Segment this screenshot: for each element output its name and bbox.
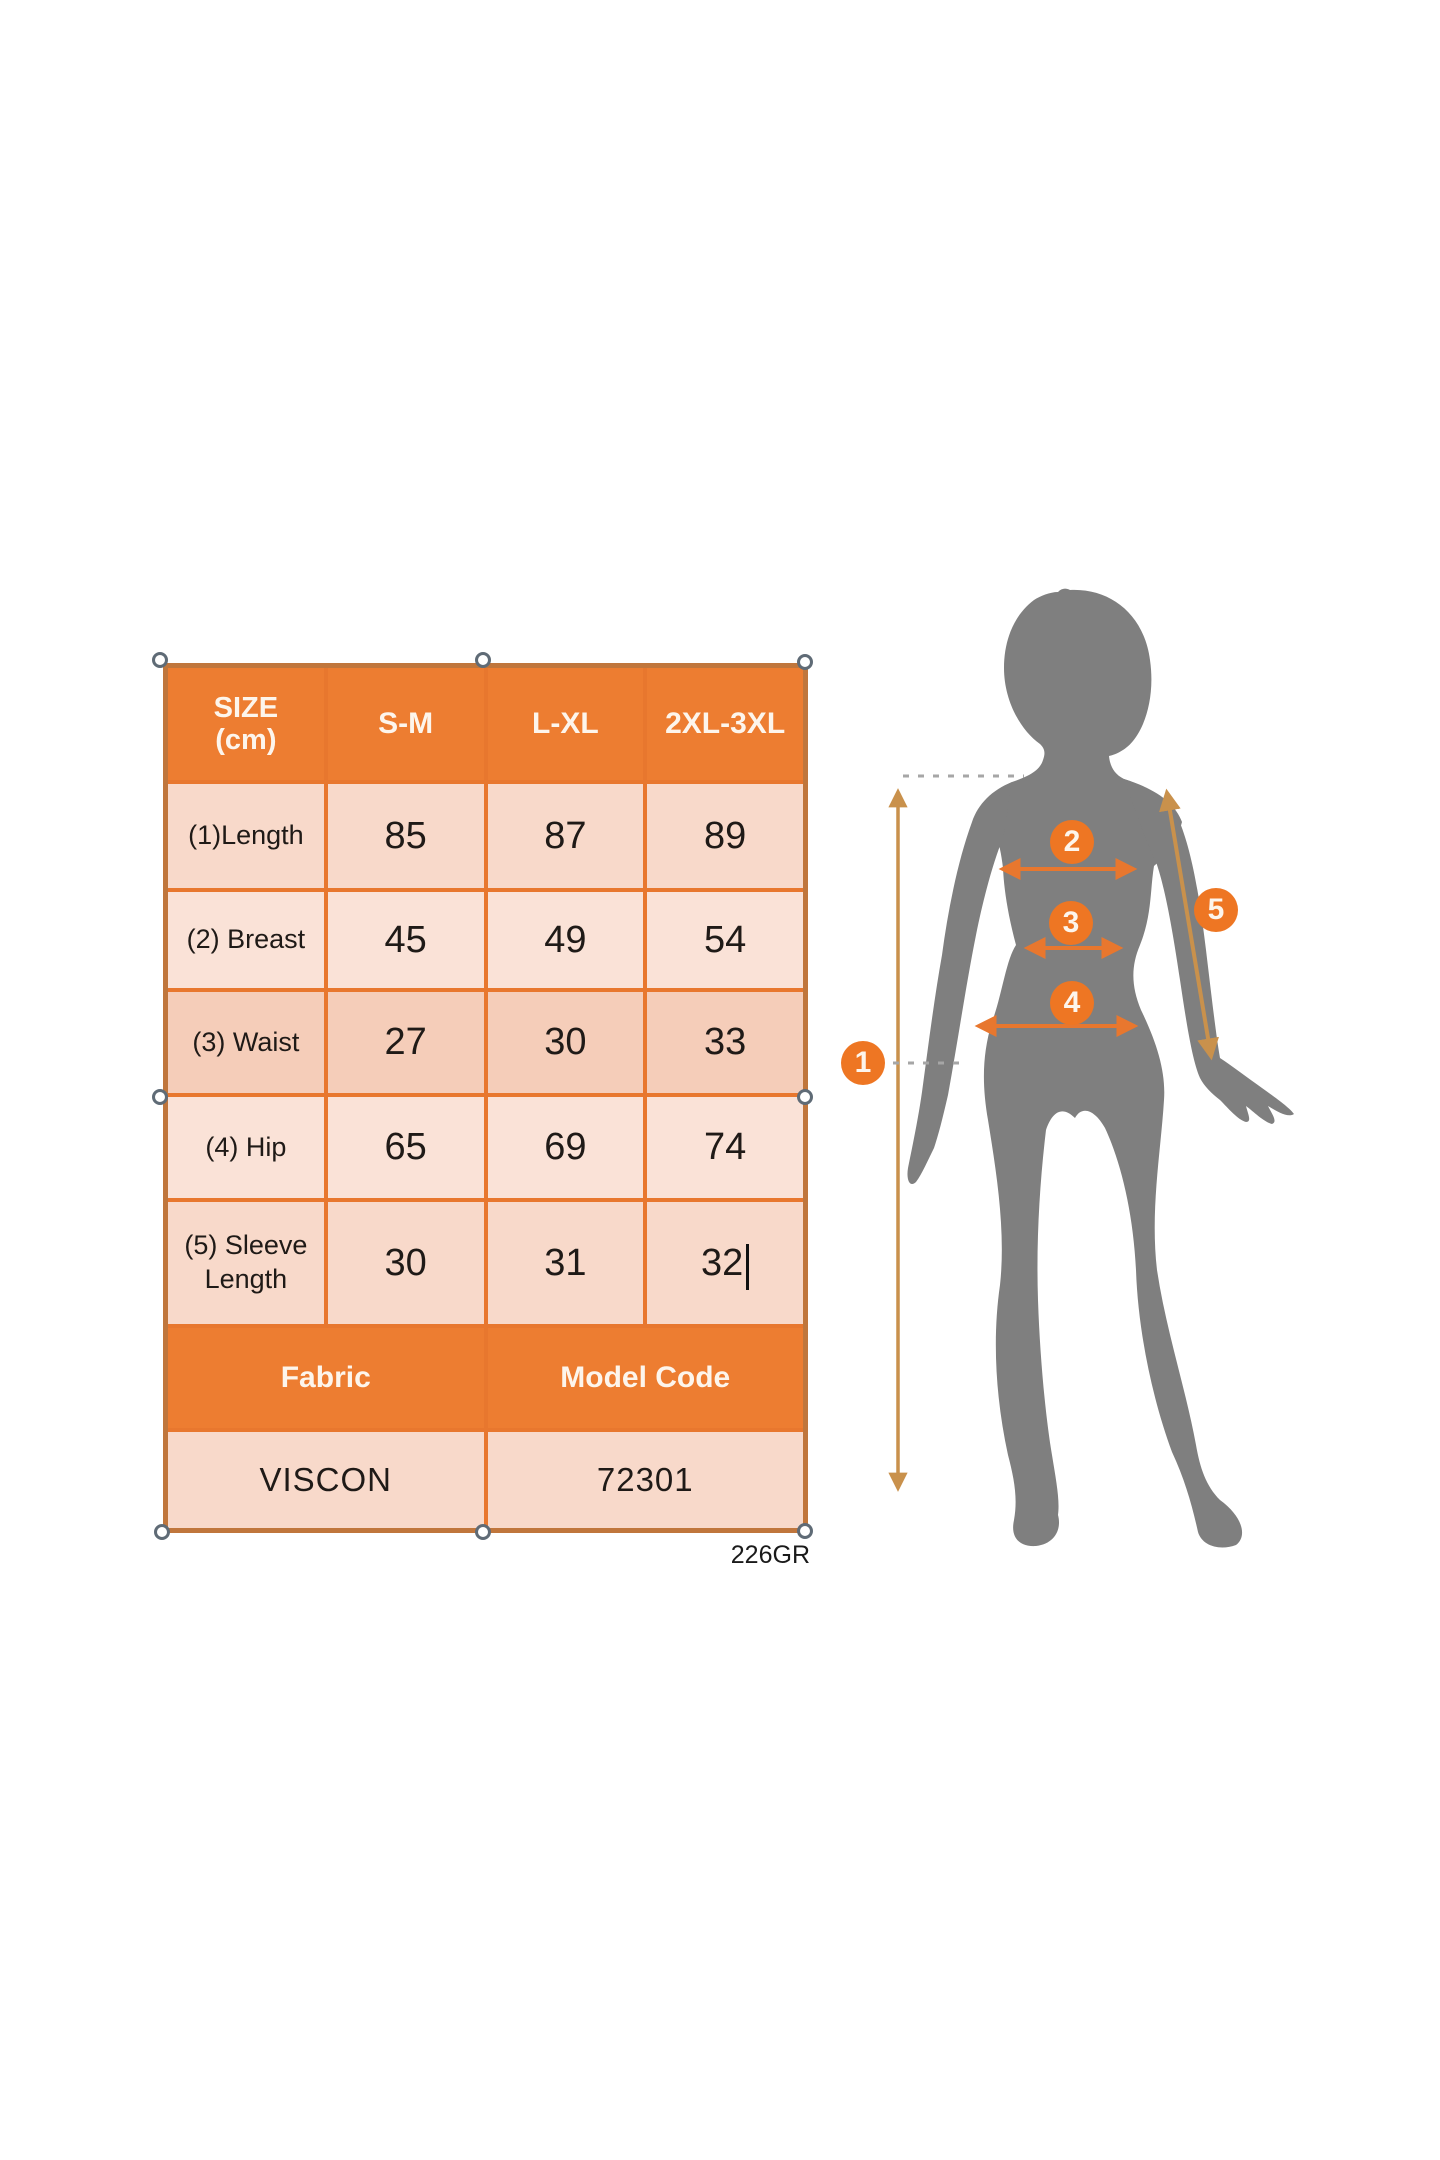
- breast-lxl: 49: [487, 892, 644, 988]
- table-corner-header: SIZE (cm): [168, 668, 324, 780]
- row-label-length: (1)Length: [168, 784, 324, 888]
- breast-sm: 45: [327, 892, 484, 988]
- selection-handle-top-right[interactable]: [797, 654, 813, 670]
- selection-handle-middle-right[interactable]: [797, 1089, 813, 1105]
- selection-handle-top-left[interactable]: [152, 652, 168, 668]
- waist-2xl3xl: 33: [647, 992, 803, 1093]
- model-code-header: Model Code: [487, 1328, 803, 1428]
- size-table: SIZE (cm) S-M L-XL 2XL-3XL (1)Length 85 …: [163, 663, 808, 1533]
- silhouette-head-torso-legs: [983, 588, 1243, 1548]
- measure-badge-5: 5: [1194, 888, 1238, 932]
- text-cursor: [746, 1244, 750, 1290]
- silhouette-right-arm: [1124, 779, 1294, 1124]
- waist-sm: 27: [327, 992, 484, 1093]
- fabric-value: VISCON: [168, 1432, 484, 1528]
- column-header-lxl: L-XL: [487, 668, 644, 780]
- length-2xl3xl: 89: [647, 784, 803, 888]
- hip-sm: 65: [327, 1097, 484, 1198]
- corner-header-line1: SIZE: [213, 691, 279, 724]
- column-header-sm: S-M: [327, 668, 484, 780]
- silhouette-left-arm: [907, 782, 1012, 1185]
- measure-badge-1: 1: [841, 1041, 885, 1085]
- measure-badge-2: 2: [1050, 820, 1094, 864]
- weight-note: 226GR: [730, 1541, 810, 1569]
- corner-header-line2: (cm): [215, 724, 277, 756]
- measure-badge-3: 3: [1049, 901, 1093, 945]
- selection-handle-top-center[interactable]: [475, 652, 491, 668]
- selection-handle-bottom-right[interactable]: [797, 1523, 813, 1539]
- length-sm: 85: [327, 784, 484, 888]
- sleeve-2xl3xl-editing[interactable]: 32: [647, 1202, 803, 1324]
- row-label-breast: (2) Breast: [168, 892, 324, 988]
- waist-lxl: 30: [487, 992, 644, 1093]
- hip-lxl: 69: [487, 1097, 644, 1198]
- selection-handle-middle-left[interactable]: [152, 1089, 168, 1105]
- fabric-header: Fabric: [168, 1328, 484, 1428]
- measure-badge-4: 4: [1050, 981, 1094, 1025]
- column-header-2xl3xl: 2XL-3XL: [647, 668, 803, 780]
- selection-handle-bottom-left[interactable]: [154, 1524, 170, 1540]
- breast-2xl3xl: 54: [647, 892, 803, 988]
- selection-handle-bottom-center[interactable]: [475, 1524, 491, 1540]
- model-code-value: 72301: [487, 1432, 803, 1528]
- hip-2xl3xl: 74: [647, 1097, 803, 1198]
- row-label-waist: (3) Waist: [168, 992, 324, 1093]
- row-label-sleeve-length: (5) Sleeve Length: [168, 1202, 324, 1324]
- sleeve-sm: 30: [327, 1202, 484, 1324]
- row-label-hip: (4) Hip: [168, 1097, 324, 1198]
- sleeve-2xl3xl-value: 32: [700, 1241, 744, 1284]
- sleeve-lxl: 31: [487, 1202, 644, 1324]
- length-lxl: 87: [487, 784, 644, 888]
